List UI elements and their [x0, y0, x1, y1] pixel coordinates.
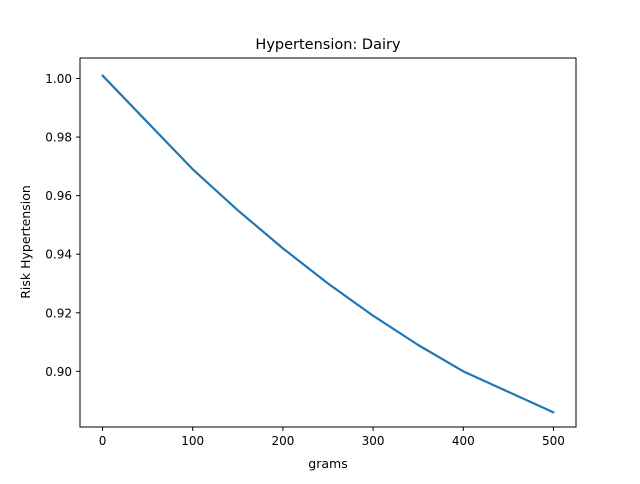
series-line-0	[101, 74, 555, 414]
y-tick-label: 0.92	[45, 306, 72, 320]
y-tick-label: 0.90	[45, 365, 72, 379]
x-tick-label: 300	[362, 434, 385, 448]
plot-area	[79, 57, 577, 428]
y-axis: 0.90 0.92 0.94 0.96 0.98 1.00	[45, 72, 80, 379]
x-axis: 0 100 200 300 400 500	[99, 427, 565, 448]
y-tick-label: 0.96	[45, 189, 72, 203]
chart-title: Hypertension: Dairy	[255, 37, 401, 53]
x-axis-label: grams	[308, 456, 347, 471]
y-tick-label: 1.00	[45, 72, 72, 86]
y-tick-label: 0.94	[45, 248, 72, 262]
x-tick-label: 500	[542, 434, 565, 448]
x-tick-label: 400	[452, 434, 475, 448]
x-tick-label: 100	[181, 434, 204, 448]
x-tick-label: 0	[99, 434, 107, 448]
y-tick-label: 0.98	[45, 131, 72, 145]
plot-frame	[79, 57, 577, 428]
x-tick-label: 200	[271, 434, 294, 448]
y-axis-label: Risk Hypertension	[18, 185, 33, 299]
